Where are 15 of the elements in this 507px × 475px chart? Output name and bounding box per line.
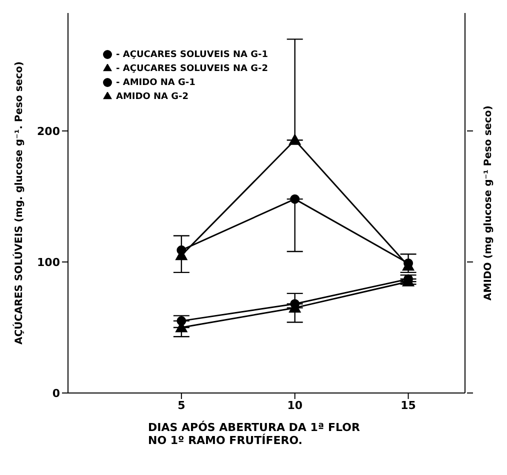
- y-tick-label: 100: [37, 256, 60, 269]
- x-tick-label: 5: [178, 398, 186, 412]
- x-tick-label: 10: [287, 398, 303, 412]
- point: [290, 194, 300, 204]
- legend-label: AMIDO NA G-2: [116, 92, 189, 102]
- legend-label: - AÇUCARES SOLUVEIS NA G-1: [116, 50, 268, 60]
- y-axis-title: AÇÚCARES SOLÚVEIS (mg. glucose g⁻¹. Peso seco): [12, 61, 25, 345]
- y-tick-label: 200: [37, 124, 60, 138]
- x-axis-title: DIAS APÓS ABERTURA DA 1ª FLOR NO 1º RAMO FRUTÍFERO.: [148, 420, 360, 447]
- legend-label: - AMIDO NA G-1: [116, 78, 196, 88]
- x-tick-label: 15: [400, 398, 416, 412]
- point: [289, 134, 301, 145]
- y2-axis-title: AMIDO (mg glucose g⁻¹ Peso seco): [483, 106, 494, 300]
- legend-label: - AÇUCARES SOLUVEIS NA G-2: [116, 64, 268, 74]
- y-tick-label: 0: [52, 386, 60, 400]
